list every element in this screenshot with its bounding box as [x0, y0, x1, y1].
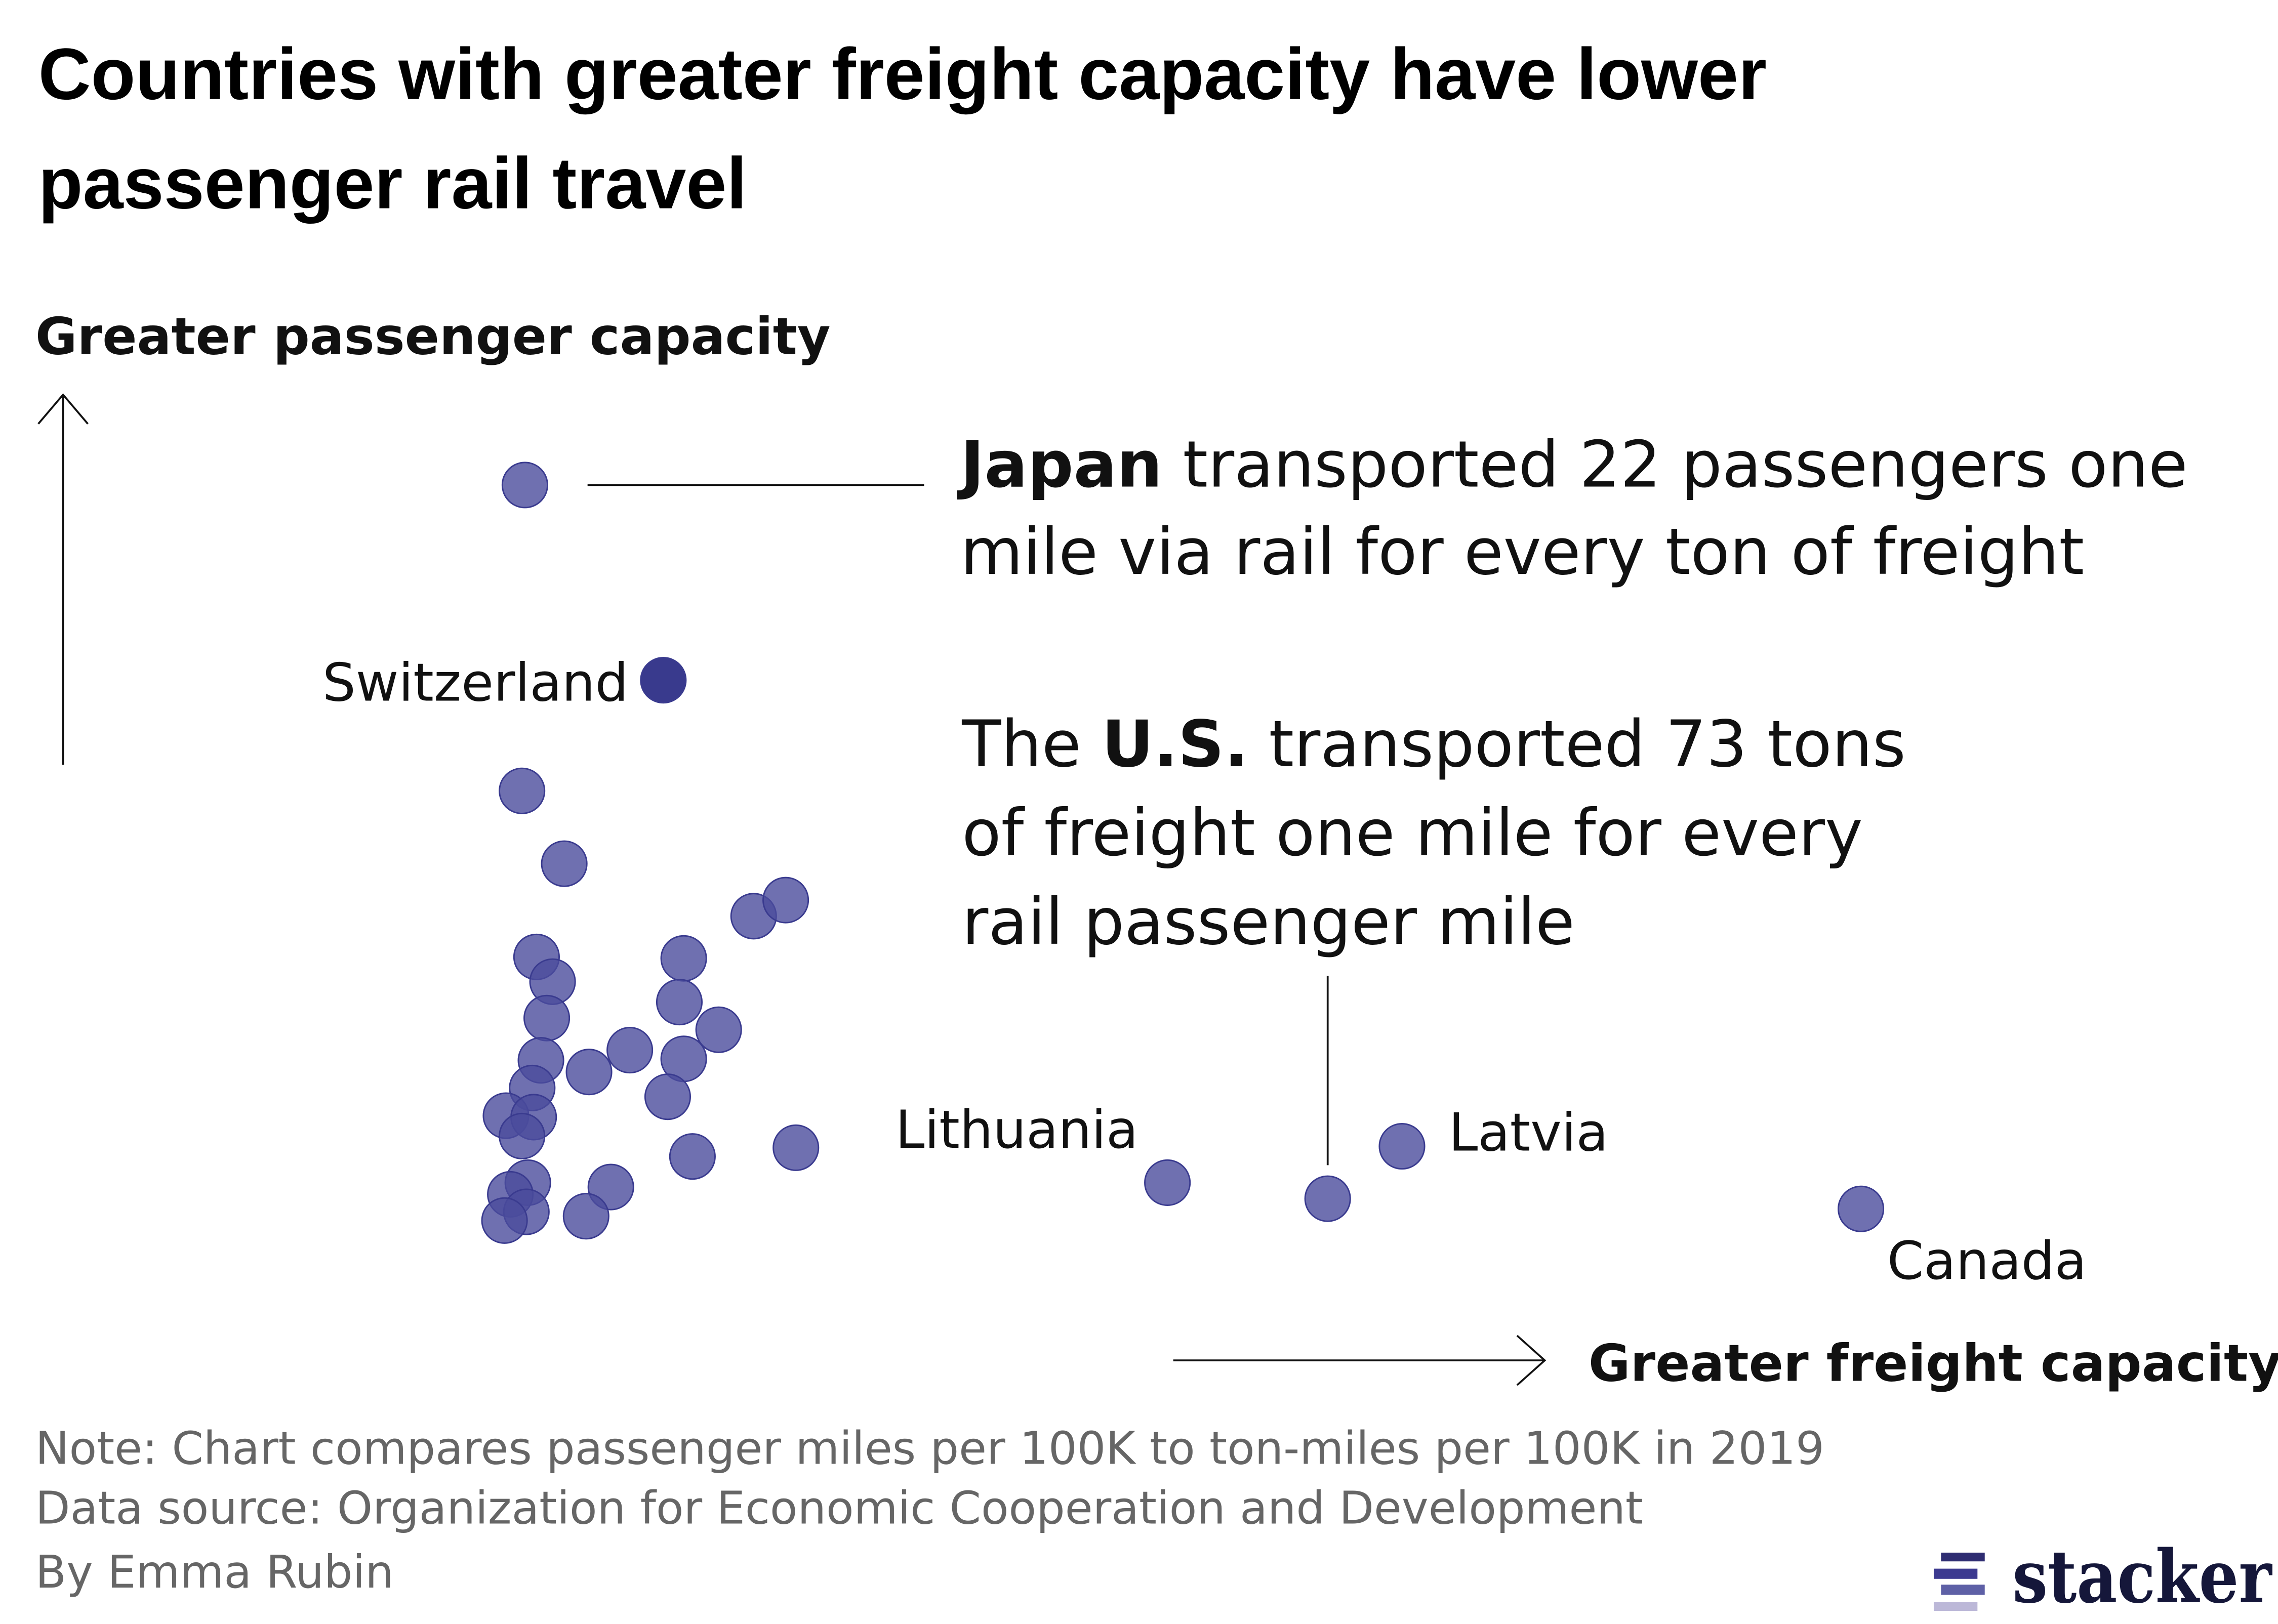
point-labels: Switzerland Lithuania Latvia Canada: [322, 652, 2087, 1292]
data-point: [1304, 1175, 1351, 1222]
footer-note: Note: Chart compares passenger miles per…: [35, 1422, 1824, 1475]
stacker-logo-text: stacker: [2012, 1534, 2272, 1619]
data-point: [695, 1006, 742, 1053]
data-point-canada: [1838, 1185, 1885, 1232]
data-point: [565, 1049, 613, 1096]
japan-annotation-text: transported 22 passengers one: [1162, 427, 2188, 502]
data-point: [772, 1124, 820, 1171]
data-point-lithuania: [1144, 1159, 1191, 1206]
data-point: [499, 1112, 546, 1159]
data-point: [562, 1193, 609, 1240]
data-point: [762, 877, 809, 924]
japan-annotation-bold: Japan: [956, 427, 1162, 502]
point-label-lithuania: Lithuania: [896, 1100, 1138, 1160]
y-axis-arrow: [37, 393, 89, 765]
data-point: [481, 1197, 528, 1244]
japan-annotation-line-1: Japan transported 22 passengers one: [956, 427, 2187, 502]
data-point: [656, 979, 703, 1026]
point-label-canada: Canada: [1887, 1231, 2087, 1292]
data-point: [523, 994, 571, 1042]
us-annotation-pre: The: [961, 706, 1102, 781]
y-axis-label: Greater passenger capacity: [35, 307, 831, 366]
data-point: [541, 840, 588, 887]
chart-title-line-2: passenger rail travel: [38, 143, 747, 224]
point-label-latvia: Latvia: [1449, 1103, 1608, 1163]
x-axis-arrow: [1173, 1335, 1547, 1386]
data-point: [660, 935, 707, 982]
data-point: [669, 1133, 716, 1180]
us-annotation-line-1: The U.S. transported 73 tons: [961, 706, 1906, 781]
data-point: [606, 1027, 654, 1074]
footer-byline: By Emma Rubin: [35, 1546, 394, 1599]
data-point: [499, 767, 546, 814]
japan-annotation-line-2: mile via rail for every ton of freight: [960, 514, 2084, 589]
stacker-logo-icon: [1933, 1552, 1985, 1611]
chart-title-line-1: Countries with greater freight capacity …: [38, 34, 1767, 115]
x-axis-label: Greater freight capacity: [1589, 1334, 2278, 1393]
stacker-logo: stacker: [1933, 1534, 2273, 1619]
us-annotation-text: transported 73 tons: [1248, 706, 1906, 781]
scatter-points: [481, 462, 1885, 1244]
data-point-japan: [501, 462, 548, 509]
point-label-switzerland: Switzerland: [322, 652, 628, 713]
data-point-switzerland: [640, 656, 687, 704]
data-point: [644, 1073, 691, 1120]
us-annotation-bold: U.S.: [1102, 706, 1248, 781]
us-annotation-line-3: rail passenger mile: [962, 884, 1575, 959]
footer-source: Data source: Organization for Economic C…: [35, 1482, 1643, 1534]
data-point-latvia: [1378, 1122, 1426, 1170]
us-annotation-line-2: of freight one mile for every: [962, 795, 1863, 870]
